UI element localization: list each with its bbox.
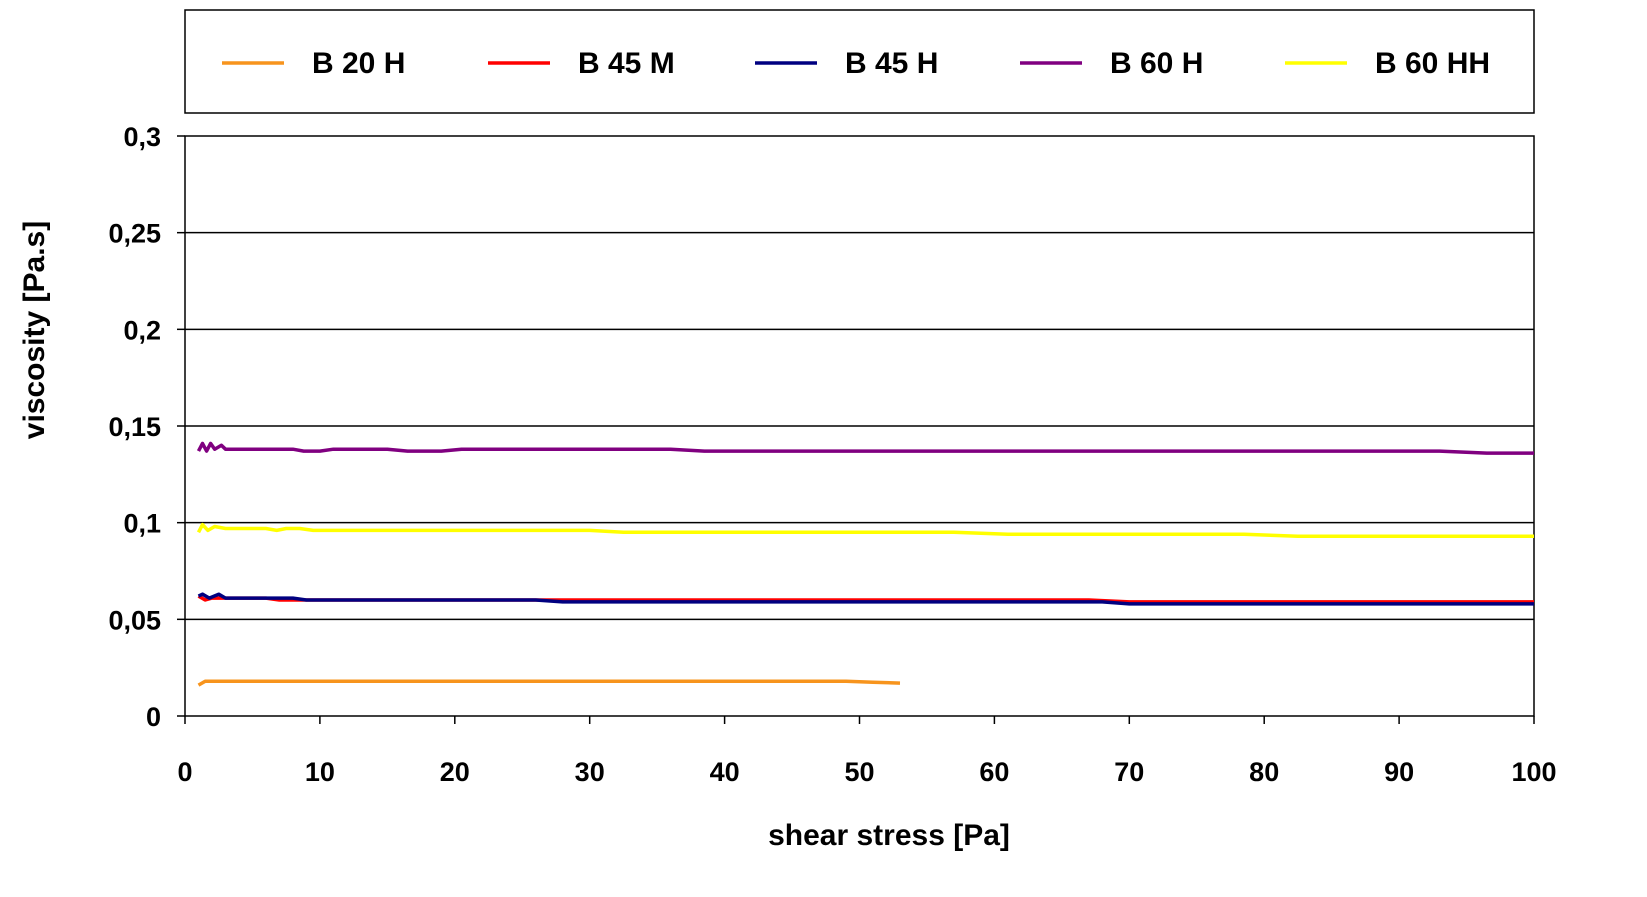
legend-label: B 45 M: [578, 47, 675, 80]
tick-labels: 0 0,05 0,1 0,15 0,2 0,25 0,3 0 10 20 30 40 50 60 70 80 9…: [108, 122, 1556, 787]
x-tick-label: 90: [1384, 757, 1414, 787]
series-line-b-45-m: [197, 594, 1534, 604]
legend-label: B 60 HH: [1375, 47, 1490, 80]
series-lines: [196, 441, 1534, 687]
y-tick-label: 0,15: [108, 412, 161, 442]
legend-entry-b-20-h: B 20 H: [222, 47, 405, 80]
x-tick-label: 30: [575, 757, 605, 787]
series-line-b-60-hh: [196, 522, 1534, 538]
x-tick-label: 80: [1249, 757, 1279, 787]
series-line-b-20-h: [197, 679, 901, 687]
x-tick-label: 40: [710, 757, 740, 787]
legend-label: B 60 H: [1110, 47, 1203, 80]
legend-entry-b-45-h: B 45 H: [755, 47, 938, 80]
legend-label: B 45 H: [845, 47, 938, 80]
legend-entry-b-60-hh: B 60 HH: [1285, 47, 1490, 80]
y-tick-label: 0,25: [108, 219, 161, 249]
x-tick-label: 20: [440, 757, 470, 787]
x-tick-label: 0: [177, 757, 192, 787]
x-tick-label: 60: [979, 757, 1009, 787]
legend: B 20 H B 45 M B 45 H B 60 H B 60 HH: [222, 47, 1490, 80]
x-axis-title: shear stress [Pa]: [768, 819, 1010, 852]
legend-entry-b-45-m: B 45 M: [488, 47, 675, 80]
x-tick-label: 70: [1114, 757, 1144, 787]
legend-entry-b-60-h: B 60 H: [1020, 47, 1203, 80]
y-tick-label: 0,05: [108, 605, 161, 635]
y-tick-label: 0,2: [123, 315, 161, 345]
series-line-b-45-h: [197, 592, 1534, 606]
y-tick-label: 0,3: [123, 122, 161, 152]
x-tick-label: 50: [844, 757, 874, 787]
y-tick-label: 0: [146, 702, 161, 732]
y-axis-title: viscosity [Pa.s]: [18, 221, 51, 439]
axis-ticks: [177, 135, 1535, 724]
gridlines: [185, 231, 1534, 621]
x-tick-label: 10: [305, 757, 335, 787]
y-tick-label: 0,1: [123, 509, 161, 539]
legend-label: B 20 H: [312, 47, 405, 80]
series-line-b-60-h: [196, 441, 1534, 455]
x-tick-label: 100: [1511, 757, 1556, 787]
